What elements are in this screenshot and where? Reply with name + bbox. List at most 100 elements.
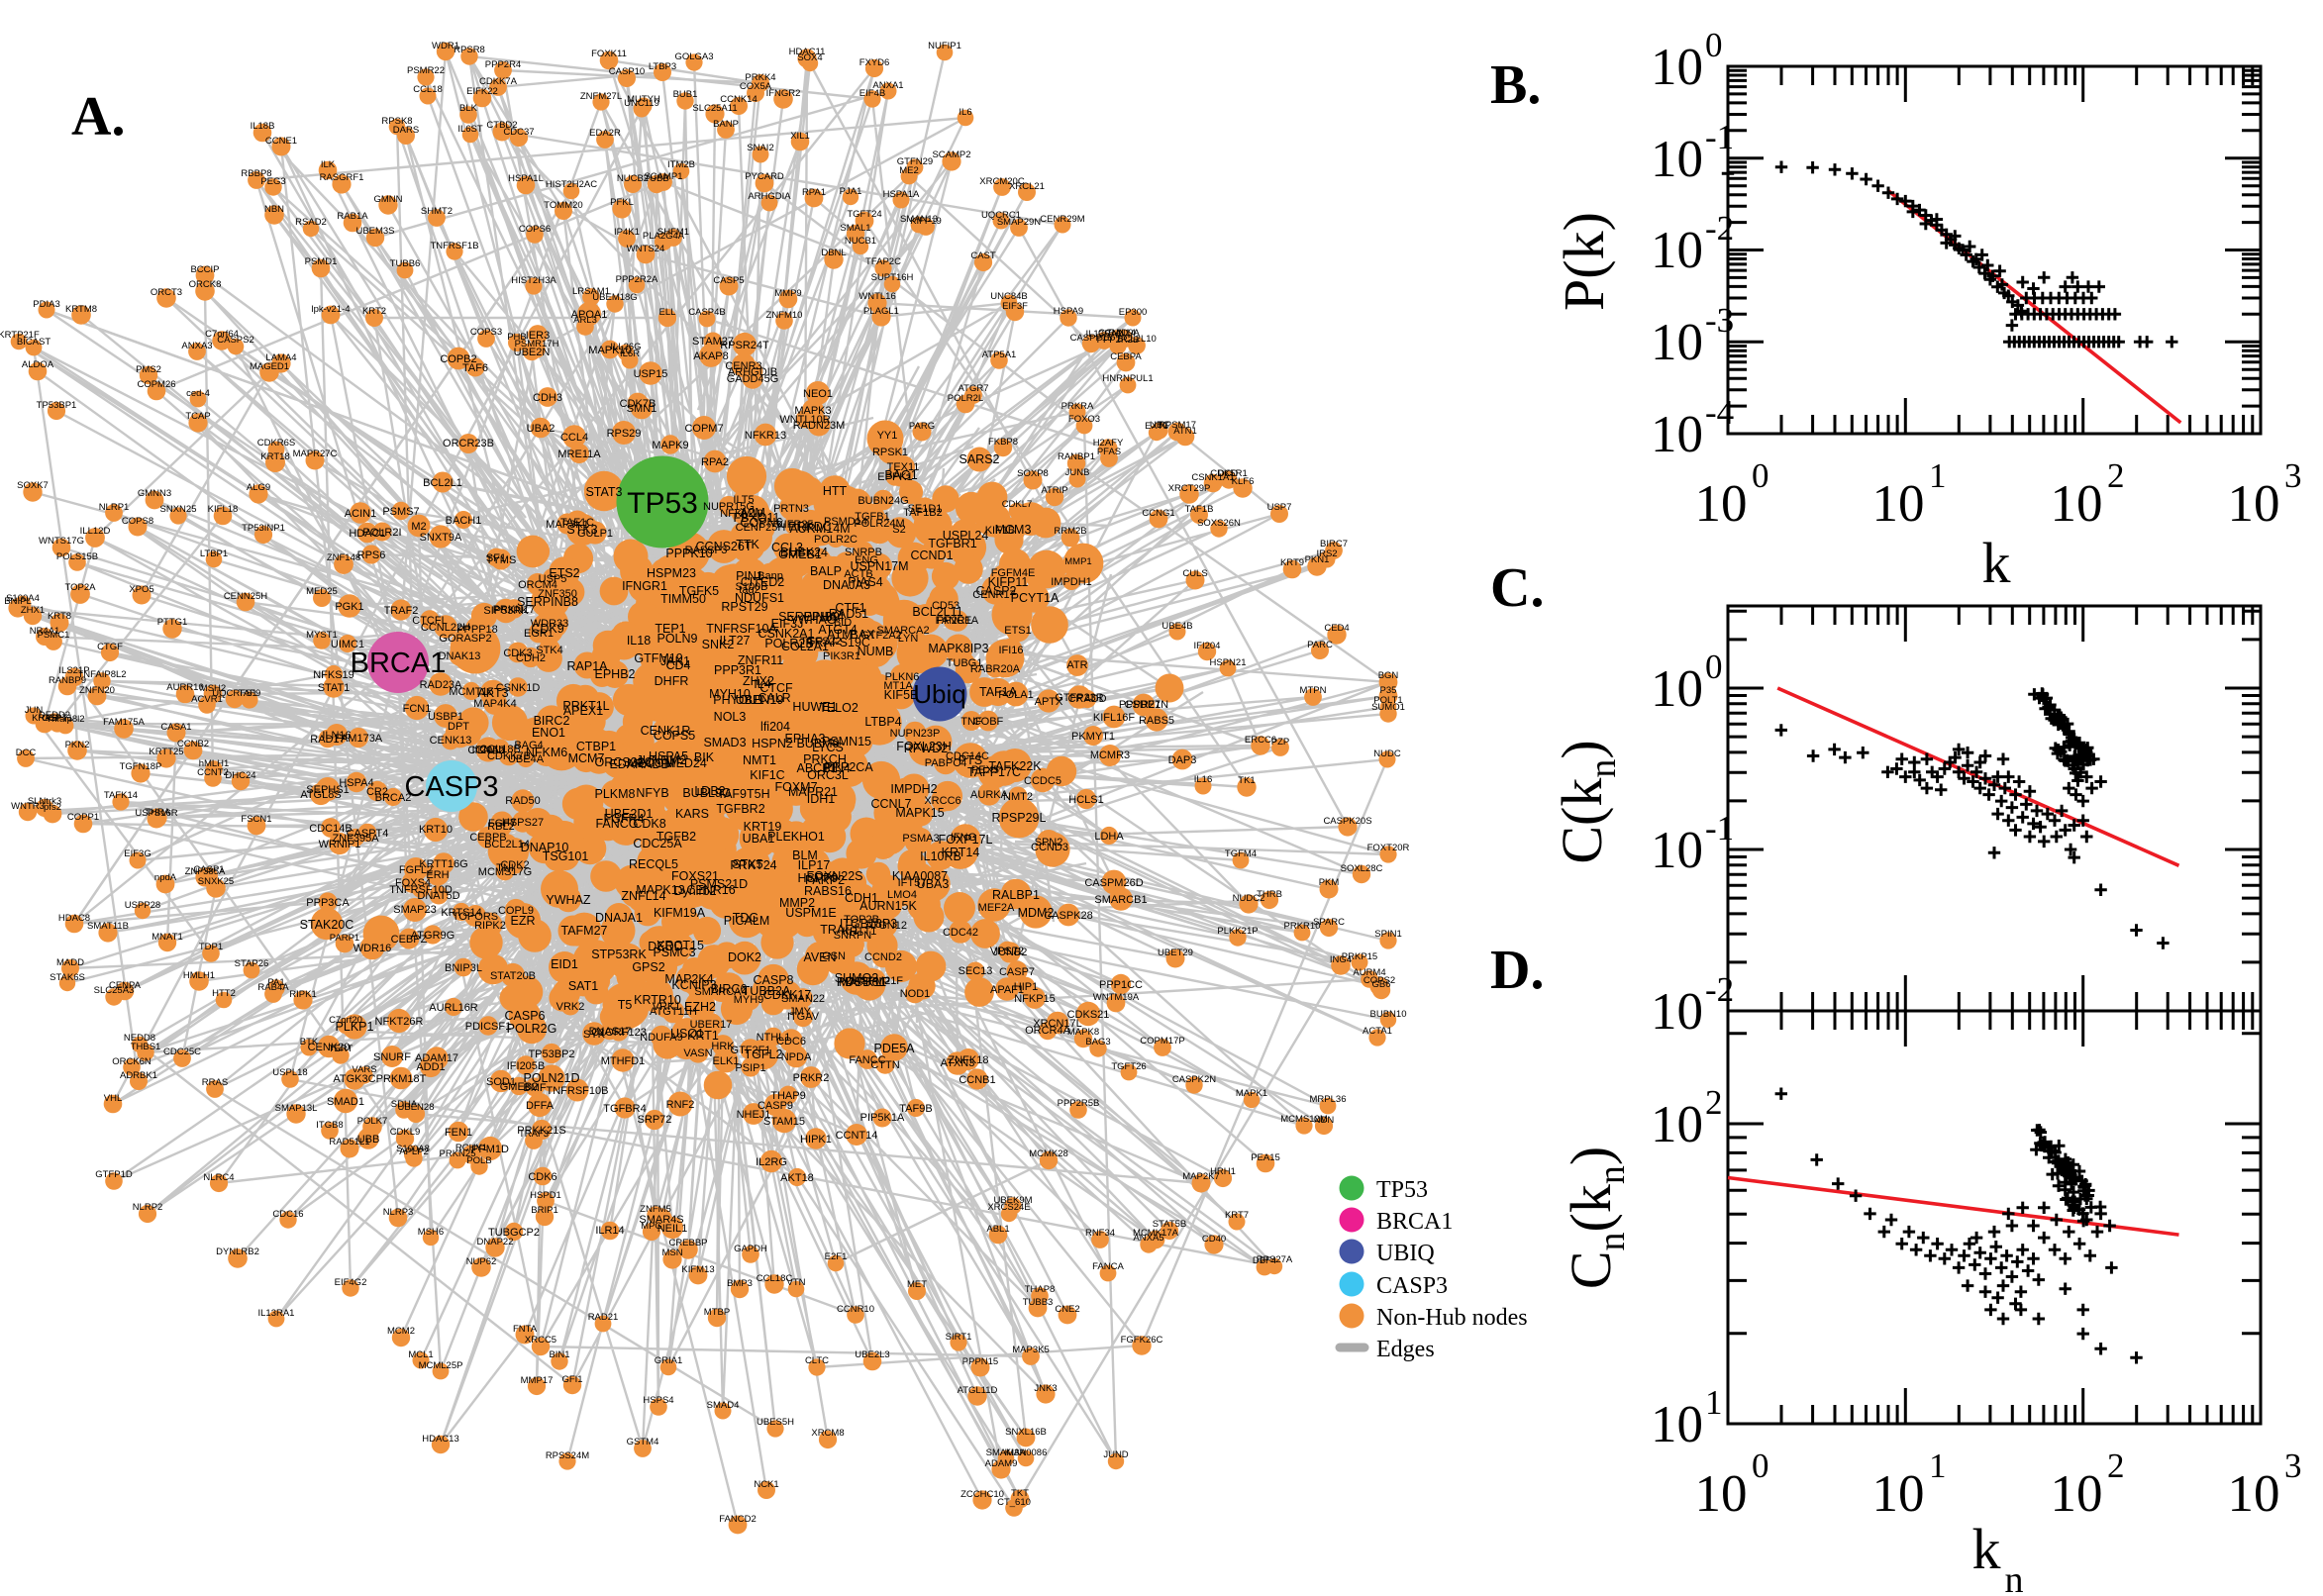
svg-text:PKM: PKM: [1319, 877, 1340, 888]
svg-text:PLKM8: PLKM8: [595, 787, 636, 801]
svg-text:SOD1: SOD1: [486, 1076, 516, 1088]
svg-text:BUBM9: BUBM9: [796, 737, 839, 750]
svg-text:TAF1A: TAF1A: [979, 685, 1018, 699]
svg-text:PTTG1: PTTG1: [157, 617, 188, 628]
svg-text:10: 10: [1651, 983, 1703, 1041]
svg-text:AKT18: AKT18: [780, 1172, 814, 1184]
svg-text:KRT8: KRT8: [48, 611, 71, 622]
svg-text:EID1: EID1: [551, 957, 578, 971]
svg-text:FGF7: FGF7: [488, 818, 516, 830]
svg-text:SOXL28C: SOXL28C: [1341, 863, 1383, 874]
svg-text:RAD21: RAD21: [588, 1312, 619, 1323]
svg-text:0: 0: [1705, 26, 1723, 64]
svg-text:NUPN23P: NUPN23P: [890, 728, 941, 740]
svg-text:SLNtrk3: SLNtrk3: [28, 796, 61, 807]
svg-text:MT1A: MT1A: [883, 680, 913, 692]
svg-text:NLRP3: NLRP3: [383, 1207, 414, 1218]
svg-text:SIP53RK: SIP53RK: [483, 605, 529, 617]
svg-text:TUBGCP2: TUBGCP2: [488, 1227, 540, 1239]
svg-text:10: 10: [1651, 406, 1703, 463]
svg-text:KRT10: KRT10: [419, 824, 453, 836]
svg-text:COPS6: COPS6: [519, 224, 551, 235]
svg-text:CSNK1D: CSNK1D: [496, 682, 541, 694]
svg-text:SOXS26N: SOXS26N: [1197, 518, 1241, 529]
svg-text:ATGL8S: ATGL8S: [300, 789, 341, 801]
svg-text:FCN1: FCN1: [403, 703, 432, 715]
svg-text:NMT2: NMT2: [1003, 791, 1033, 803]
svg-text:RRAS: RRAS: [202, 1077, 228, 1088]
svg-text:SPIN1: SPIN1: [1374, 929, 1401, 940]
svg-text:HTT: HTT: [823, 484, 848, 498]
svg-text:PPP2R2B: PPP2R2B: [1097, 335, 1140, 346]
svg-text:PIAS4: PIAS4: [848, 575, 882, 589]
svg-text:EZH2: EZH2: [684, 1000, 716, 1014]
svg-text:SMAN22: SMAN22: [781, 993, 825, 1005]
svg-text:SEC13: SEC13: [959, 965, 993, 977]
svg-text:JUNB2: JUNB2: [993, 947, 1028, 958]
svg-text:THBS1: THBS1: [131, 1042, 161, 1052]
svg-text:PABPC4: PABPC4: [925, 757, 967, 769]
svg-text:NFKS19: NFKS19: [313, 669, 354, 681]
svg-text:NMT1: NMT1: [743, 753, 776, 767]
svg-text:GTFP1D: GTFP1D: [95, 1169, 133, 1180]
svg-text:CCNT2: CCNT2: [197, 767, 229, 778]
svg-text:TP53BP1: TP53BP1: [37, 400, 77, 411]
svg-text:TOP2B: TOP2B: [844, 914, 879, 926]
svg-text:MCMK17A: MCMK17A: [1133, 1228, 1179, 1239]
svg-text:ALG9: ALG9: [247, 482, 270, 493]
svg-text:CDC42: CDC42: [943, 927, 978, 939]
svg-text:JUN: JUN: [25, 705, 44, 716]
svg-text:POLK7: POLK7: [357, 1116, 388, 1127]
svg-text:ILP17: ILP17: [798, 858, 831, 872]
svg-text:IFI205B: IFI205B: [507, 1060, 546, 1072]
svg-text:ORCK8: ORCK8: [189, 279, 222, 290]
svg-text:2: 2: [2107, 456, 2125, 495]
svg-text:BACH1: BACH1: [446, 515, 482, 527]
svg-text:RPSK8: RPSK8: [381, 116, 412, 127]
svg-text:ATXN3: ATXN3: [941, 1057, 975, 1069]
svg-text:k: k: [1982, 531, 2011, 595]
svg-text:XRCN17L: XRCN17L: [1033, 1018, 1082, 1030]
svg-text:LYCS: LYCS: [812, 741, 844, 754]
svg-text:RANBP1: RANBP1: [1058, 451, 1095, 462]
svg-text:PA1: PA1: [267, 977, 284, 988]
svg-text:ZNF385A: ZNF385A: [185, 866, 226, 877]
svg-text:CASA1: CASA1: [160, 722, 191, 733]
svg-text:C1ORF123: C1ORF123: [591, 1027, 647, 1039]
svg-text:HIP1: HIP1: [1014, 981, 1038, 993]
svg-text:EIF3G: EIF3G: [124, 848, 151, 859]
svg-text:SMARCA2: SMARCA2: [876, 625, 929, 637]
svg-text:BNIPL: BNIPL: [4, 596, 31, 607]
svg-text:TRAF2: TRAF2: [384, 605, 419, 617]
svg-text:APAF1: APAF1: [990, 984, 1024, 996]
svg-text:k: k: [1972, 1517, 2001, 1581]
svg-text:ARHGDIB: ARHGDIB: [728, 366, 777, 378]
svg-text:VPS72: VPS72: [990, 946, 1024, 957]
svg-text:APLP2: APLP2: [399, 1147, 429, 1157]
svg-text:WDR1: WDR1: [432, 41, 459, 51]
svg-text:RAD23A: RAD23A: [420, 679, 462, 691]
svg-text:COPM26: COPM26: [137, 379, 175, 390]
svg-text:TGFBR1: TGFBR1: [928, 537, 976, 550]
svg-text:FANCD2: FANCD2: [719, 1514, 756, 1525]
svg-text:GADD45G: GADD45G: [727, 373, 779, 385]
svg-text:RAD50: RAD50: [505, 795, 540, 807]
svg-text:CCL3: CCL3: [771, 541, 803, 554]
svg-text:CCL4: CCL4: [560, 432, 588, 444]
svg-text:PLAGL1: PLAGL1: [863, 306, 899, 317]
svg-text:ILN16: ILN16: [322, 730, 351, 742]
svg-text:TUBB3: TUBB3: [1023, 1297, 1054, 1308]
svg-text:CDC25C: CDC25C: [163, 1047, 201, 1057]
svg-text:COX5A: COX5A: [740, 81, 772, 92]
svg-text:KIFR25: KIFR25: [776, 519, 813, 531]
svg-text:UBET29: UBET29: [1158, 948, 1193, 958]
svg-text:CENN25H: CENN25H: [224, 591, 267, 602]
svg-text:IL2RG: IL2RG: [756, 1156, 787, 1168]
svg-text:BAG1: BAG1: [884, 468, 917, 482]
svg-text:TTK: TTK: [736, 538, 759, 551]
svg-text:MYH10: MYH10: [709, 687, 751, 701]
svg-text:DAP3: DAP3: [1168, 754, 1197, 766]
svg-text:YWHAZ: YWHAZ: [546, 893, 591, 907]
svg-text:0: 0: [1705, 648, 1723, 686]
svg-text:ING4: ING4: [1330, 954, 1352, 965]
